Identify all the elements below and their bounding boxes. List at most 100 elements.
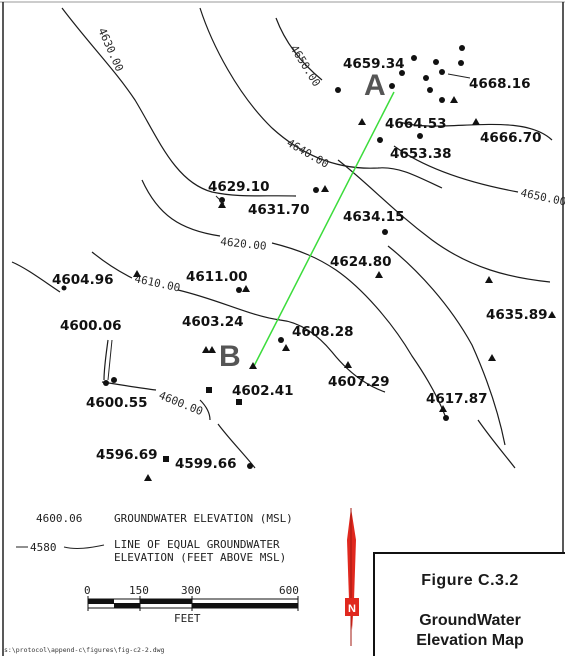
well-label: 4668.16 xyxy=(469,76,531,92)
well-label: 4634.15 xyxy=(343,209,405,225)
well-label: 4599.66 xyxy=(175,456,237,472)
well-square xyxy=(206,387,212,393)
well-triangle xyxy=(344,361,352,368)
scale-bar xyxy=(87,596,299,611)
well-triangle xyxy=(439,405,447,412)
well-label: 4600.55 xyxy=(86,395,148,411)
legend-contour-value: 4580 xyxy=(30,541,57,554)
well-point xyxy=(411,55,417,61)
well-label: 4607.29 xyxy=(328,374,390,390)
well-triangle xyxy=(450,96,458,103)
well-square xyxy=(236,399,242,405)
well-label: 4664.53 xyxy=(385,116,447,132)
well-triangle xyxy=(375,271,383,278)
legend-contour-description-1: LINE OF EQUAL GROUNDWATER xyxy=(114,538,280,551)
well-label: 4603.24 xyxy=(182,314,244,330)
well-triangle xyxy=(485,276,493,283)
well-point xyxy=(389,83,395,89)
well-label: 4653.38 xyxy=(390,146,452,162)
contour-line-4610-left xyxy=(11,261,61,293)
well-triangle xyxy=(208,346,216,353)
well-triangle xyxy=(488,354,496,361)
well-point xyxy=(61,285,67,291)
well-triangle xyxy=(472,118,480,125)
leader-line xyxy=(215,195,225,205)
well-label: 4629.10 xyxy=(208,179,270,195)
legend-sample-description: GROUNDWATER ELEVATION (MSL) xyxy=(114,512,293,525)
scale-tick-150: 150 xyxy=(129,584,149,597)
contour-label-4600: 4600.00 xyxy=(157,389,205,418)
well-point xyxy=(382,229,388,235)
well-point xyxy=(459,45,465,51)
title-block: Figure C.3.2 GroundWater Elevation Map xyxy=(373,552,565,656)
well-point xyxy=(439,97,445,103)
section-label-a: A xyxy=(364,69,386,102)
contour-label-4640: 4640.00 xyxy=(285,136,332,170)
figure-title-line-1: GroundWater xyxy=(419,612,521,629)
well-label: 4600.06 xyxy=(60,318,122,334)
well-point xyxy=(335,87,341,93)
well-point xyxy=(111,377,117,383)
leader-line xyxy=(107,339,113,381)
well-point xyxy=(458,60,464,66)
well-label: 4608.28 xyxy=(292,324,354,340)
well-triangle xyxy=(218,201,226,208)
well-point xyxy=(377,137,383,143)
scale-tick-0: 0 xyxy=(84,584,91,597)
well-triangle xyxy=(144,474,152,481)
well-point xyxy=(439,69,445,75)
contour-label-4630: 4630.00 xyxy=(95,26,126,74)
well-triangle xyxy=(133,270,141,277)
well-label: 4604.96 xyxy=(52,272,114,288)
well-triangle xyxy=(202,346,210,353)
well-triangle xyxy=(358,118,366,125)
well-point xyxy=(247,463,253,469)
cross-section-line-a-b xyxy=(252,91,395,369)
contour-line-4630-right xyxy=(387,245,506,446)
well-triangles xyxy=(133,96,556,481)
contour-label-4650-right: 4650.00 xyxy=(519,186,565,208)
well-point xyxy=(423,75,429,81)
well-label: 4611.00 xyxy=(186,269,248,285)
well-point xyxy=(443,415,449,421)
legend-contour-description-2: ELEVATION (FEET ABOVE MSL) xyxy=(114,551,286,564)
well-label: 4602.41 xyxy=(232,383,294,399)
contour-label-4610: 4610.00 xyxy=(133,272,181,294)
well-triangle xyxy=(282,344,290,351)
well-point xyxy=(278,337,284,343)
contour-label-4620: 4620.00 xyxy=(220,235,267,253)
contour-line-4640-upper xyxy=(199,7,443,189)
well-label: 4659.34 xyxy=(343,56,405,72)
figure-number: Figure C.3.2 xyxy=(421,572,519,589)
well-label: 4596.69 xyxy=(96,447,158,463)
legend-sample-value: 4600.06 xyxy=(36,512,82,525)
north-arrow-icon: N xyxy=(345,508,359,646)
well-point xyxy=(313,187,319,193)
well-points xyxy=(61,45,465,469)
well-label: 4635.89 xyxy=(486,307,548,323)
well-point xyxy=(417,133,423,139)
scale-unit: FEET xyxy=(174,612,201,625)
well-point xyxy=(103,380,109,386)
well-point xyxy=(236,287,242,293)
well-point xyxy=(219,197,225,203)
section-label-b: B xyxy=(219,340,241,373)
contour-line-4640 xyxy=(337,159,551,283)
north-arrow-label: N xyxy=(348,603,356,615)
well-label: 4666.70 xyxy=(480,130,542,146)
scale-tick-600: 600 xyxy=(279,584,299,597)
well-label: 4631.70 xyxy=(248,202,310,218)
contour-line-4600-right xyxy=(103,339,109,381)
scale-tick-300: 300 xyxy=(181,584,201,597)
contour-line-4610 xyxy=(91,251,386,393)
contour-line-4620-right xyxy=(477,419,516,469)
contour-line-4630 xyxy=(61,7,297,197)
well-label: 4624.80 xyxy=(330,254,392,270)
well-point xyxy=(399,70,405,76)
well-point xyxy=(427,87,433,93)
contour-line-4620-upper xyxy=(141,179,221,237)
well-point xyxy=(433,59,439,65)
leader-line xyxy=(447,73,471,79)
contour-label-4650-top: 4650.00 xyxy=(287,43,323,89)
